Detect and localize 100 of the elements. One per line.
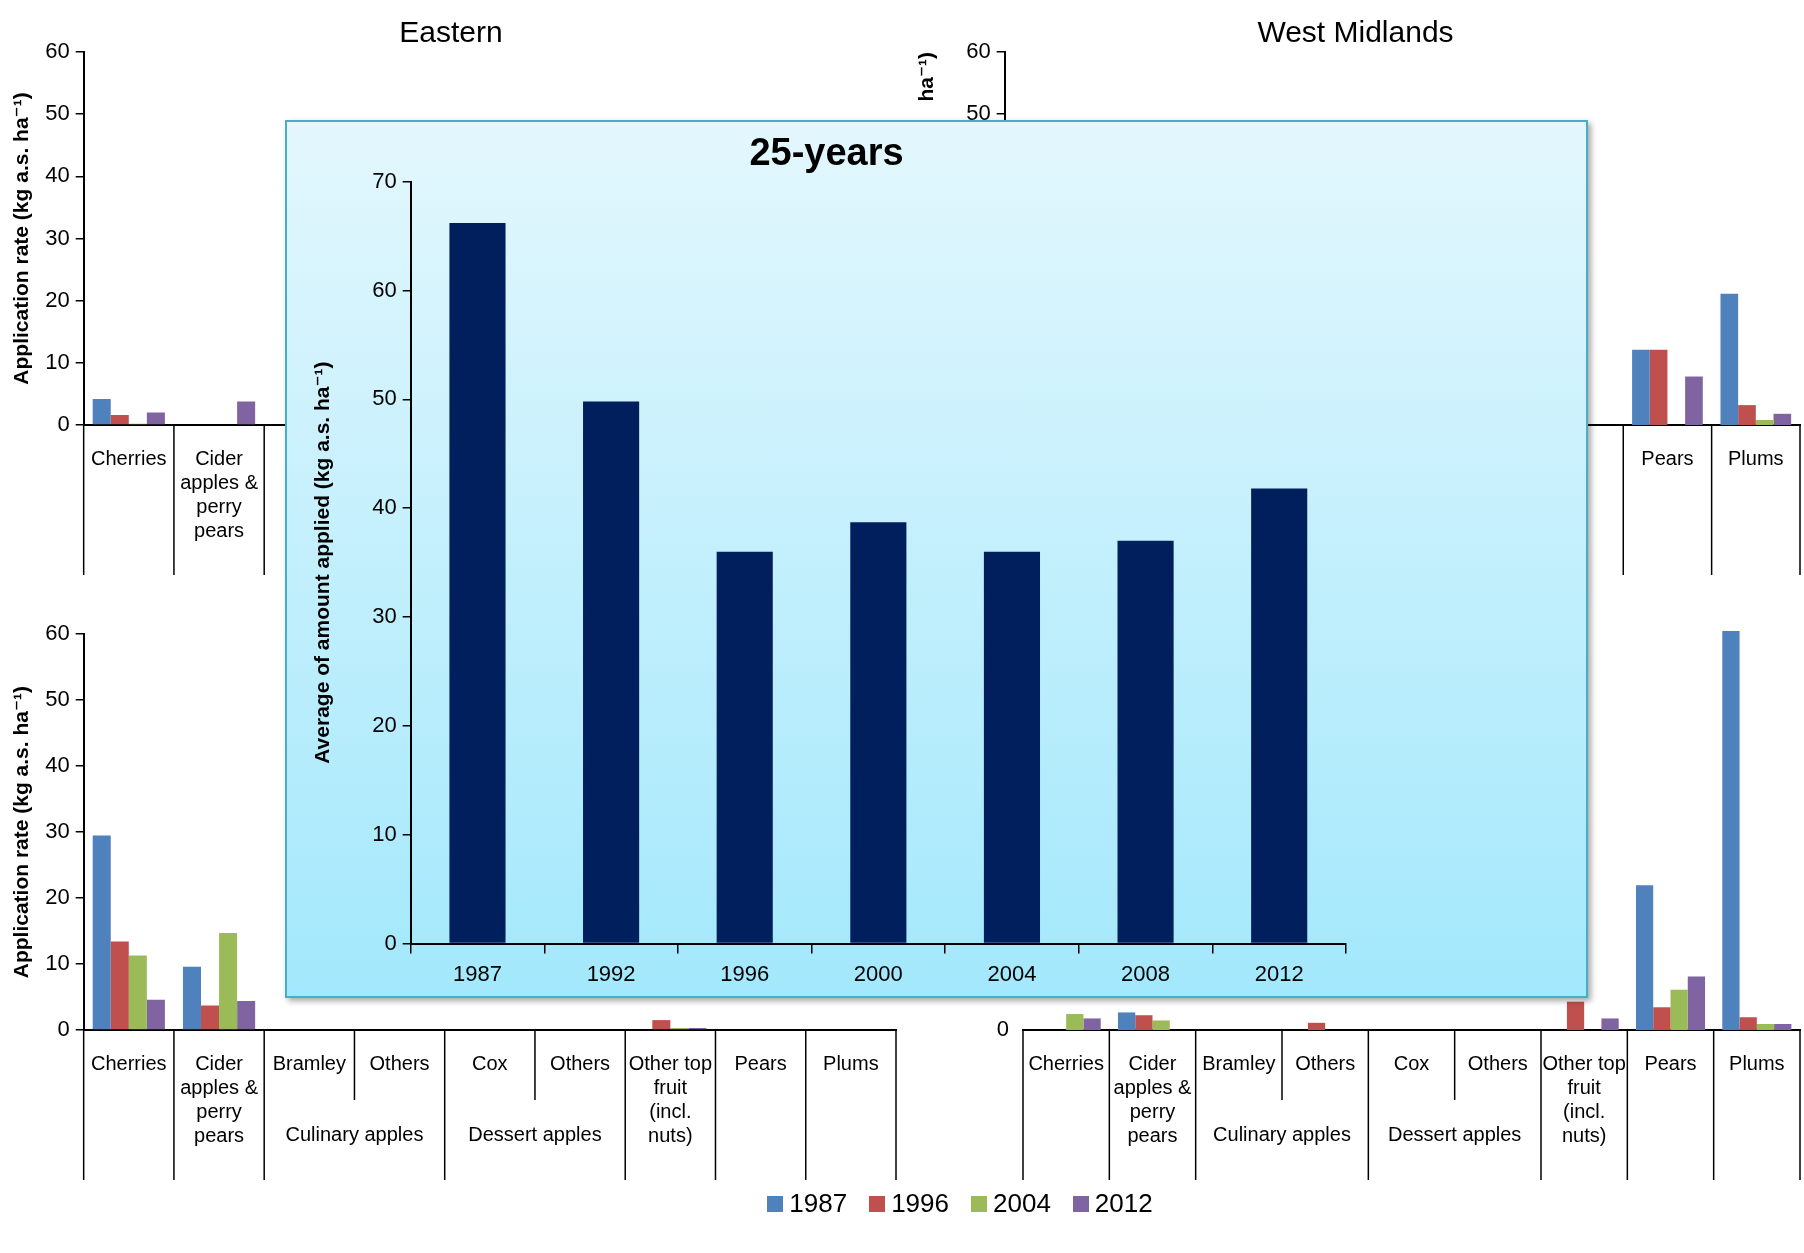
bar (237, 401, 256, 425)
chart-title: Eastern (399, 15, 503, 49)
legend-label: 1987 (789, 1188, 848, 1219)
x-tick-label: Plums (1729, 1051, 1785, 1074)
text: Culinary apples (285, 1122, 424, 1145)
y-tick-label: 10 (45, 348, 70, 374)
bar (128, 955, 147, 1030)
y-tick-label: 70 (372, 167, 397, 193)
chart-title: West Midlands (1257, 15, 1454, 49)
bar (1739, 1017, 1757, 1030)
x-tick-label: Other top fruit (incl. nuts) (628, 1051, 713, 1146)
bar (110, 415, 129, 425)
bar (716, 551, 773, 943)
x-tick-label: Pears (734, 1051, 787, 1074)
bar (1601, 1018, 1619, 1030)
bar (1649, 349, 1668, 425)
x-tick-label: Cox (1393, 1051, 1430, 1074)
bar (92, 835, 111, 1030)
y-tick-label: 0 (384, 929, 397, 955)
bar (201, 1005, 220, 1030)
y-tick-label: 60 (372, 276, 397, 302)
x-tick-label: Others (1295, 1051, 1356, 1074)
bar (1632, 349, 1650, 425)
bar (1685, 376, 1703, 425)
bar (1635, 885, 1654, 1030)
x-tick-label: Cherries (91, 1051, 167, 1074)
x-tick-label: 1996 (720, 960, 770, 986)
bar (1773, 413, 1792, 425)
bar (1653, 1007, 1671, 1030)
bar (237, 1000, 256, 1030)
bar (146, 412, 165, 425)
bar (983, 551, 1041, 943)
bar (1756, 1024, 1775, 1030)
x-tick-label: 2012 (1254, 960, 1304, 986)
y-tick-label: 20 (45, 286, 70, 312)
bar (850, 522, 907, 943)
x-tick-label: 1992 (586, 960, 636, 986)
bar (1755, 420, 1774, 425)
y-axis-title: Average of amount applied (kg a.s. ha⁻¹) (310, 361, 334, 764)
bar (1066, 1014, 1084, 1030)
bar (1117, 1012, 1136, 1030)
x-tick-label: Plums (1728, 446, 1784, 469)
bar (652, 1020, 671, 1030)
text: Culinary apples (1213, 1122, 1351, 1145)
legend-label: 1996 (891, 1188, 949, 1219)
text: Dessert apples (468, 1122, 602, 1145)
x-tick-label: Cox (472, 1051, 508, 1074)
bar (1774, 1024, 1792, 1030)
bar (1566, 1001, 1585, 1030)
x-tick-label: Pears (1641, 446, 1694, 469)
x-tick-label: 1987 (453, 960, 502, 986)
bar (110, 941, 129, 1030)
y-tick-label: 50 (372, 385, 397, 411)
x-tick-label: 2008 (1121, 960, 1171, 986)
bar (182, 966, 202, 1030)
y-tick-label: 20 (45, 884, 70, 910)
y-tick-label: 10 (372, 820, 397, 846)
bar (1117, 540, 1174, 943)
x-tick-label: Cider apples & perry pears (180, 446, 259, 541)
text: 0 (996, 1016, 1009, 1042)
bar (1722, 631, 1740, 1030)
y-tick-label: 50 (45, 100, 70, 126)
x-tick-label: Cherries (91, 446, 167, 469)
bar (1307, 1022, 1326, 1030)
x-tick-label: 2000 (853, 960, 903, 986)
y-tick-label: 30 (372, 603, 397, 629)
y-tick-label: 30 (45, 224, 70, 250)
x-tick-label: Others (1467, 1051, 1528, 1074)
y-tick-label: 30 (45, 818, 70, 844)
y-tick-label: 0 (57, 1016, 70, 1042)
x-tick-label: Plums (823, 1051, 879, 1074)
bar (1083, 1018, 1101, 1030)
x-tick-label: 2004 (987, 960, 1037, 986)
bar (449, 222, 506, 943)
bar (1251, 488, 1308, 943)
x-tick-label: Bramley (1202, 1051, 1276, 1074)
y-tick-label: 40 (372, 494, 397, 520)
bar (1687, 976, 1706, 1030)
y-tick-label: 60 (45, 620, 70, 646)
legend-label: 2012 (1094, 1188, 1153, 1219)
bar (1152, 1020, 1170, 1030)
x-tick-label: Cider apples & perry pears (1113, 1051, 1193, 1146)
bar (146, 999, 165, 1030)
y-tick-label: 60 (966, 38, 991, 64)
bar (219, 933, 238, 1030)
x-tick-label: Other top fruit (incl. nuts) (1542, 1051, 1626, 1146)
y-tick-label: 10 (45, 950, 70, 976)
y-tick-label: 0 (57, 411, 70, 437)
x-tick-label: Others (550, 1051, 611, 1074)
y-tick-label: 40 (45, 162, 70, 188)
x-tick-label: Bramley (272, 1051, 346, 1074)
bar (1720, 293, 1739, 425)
bar (1670, 989, 1688, 1030)
x-tick-label: Pears (1644, 1051, 1697, 1074)
y-tick-label: 50 (45, 686, 70, 712)
bar (1135, 1015, 1153, 1030)
y-tick-label: 20 (372, 711, 397, 737)
bar (1738, 405, 1756, 425)
bar (583, 401, 640, 943)
y-axis-title: Application rate (kg a.s. ha⁻¹) (9, 685, 33, 979)
